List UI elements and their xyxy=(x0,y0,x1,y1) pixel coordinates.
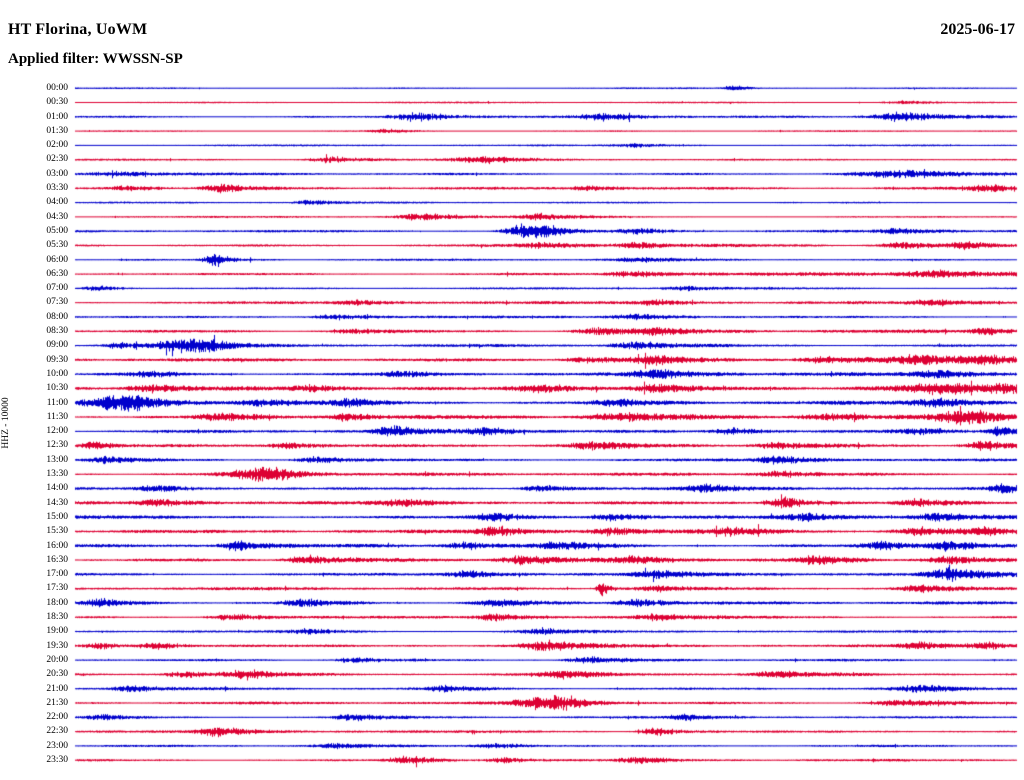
trace-time-label: 03:30 xyxy=(46,183,68,194)
trace-time-label: 07:30 xyxy=(46,297,68,308)
trace-time-label: 03:00 xyxy=(46,168,68,179)
trace-time-label: 06:00 xyxy=(46,254,68,265)
trace-time-label: 23:30 xyxy=(46,755,68,765)
trace-time-label: 15:00 xyxy=(46,511,68,522)
trace-time-label: 09:00 xyxy=(46,340,68,351)
trace-time-label: 18:00 xyxy=(46,597,68,608)
trace-time-label: 19:30 xyxy=(46,640,68,651)
trace-time-label: 04:00 xyxy=(46,197,68,208)
trace-time-label: 22:30 xyxy=(46,726,68,737)
trace-time-label: 01:30 xyxy=(46,125,68,136)
trace-time-label: 18:30 xyxy=(46,612,68,623)
trace-time-label: 10:30 xyxy=(46,383,68,394)
trace-time-label: 17:00 xyxy=(46,569,68,580)
trace-time-label: 21:30 xyxy=(46,697,68,708)
trace-time-label: 04:30 xyxy=(46,211,68,222)
trace-time-label: 16:30 xyxy=(46,554,68,565)
trace-time-label: 13:00 xyxy=(46,454,68,465)
trace-time-label: 02:00 xyxy=(46,140,68,151)
trace-time-label: 01:00 xyxy=(46,111,68,122)
trace-time-label: 16:00 xyxy=(46,540,68,551)
trace-time-label: 08:00 xyxy=(46,311,68,322)
trace-time-label: 22:00 xyxy=(46,712,68,723)
trace-time-label: 05:00 xyxy=(46,225,68,236)
channel-scale-label: HHZ - 10000 xyxy=(1,397,11,449)
trace-time-label: 10:00 xyxy=(46,368,68,379)
trace-time-label: 06:30 xyxy=(46,268,68,279)
trace-time-label: 14:00 xyxy=(46,483,68,494)
trace-time-label: 09:30 xyxy=(46,354,68,365)
trace-time-label: 08:30 xyxy=(46,326,68,337)
trace-time-label: 02:30 xyxy=(46,154,68,165)
trace-time-label: 20:00 xyxy=(46,654,68,665)
trace-time-label: 20:30 xyxy=(46,669,68,680)
station-title: HT Florina, UoWM xyxy=(8,21,148,38)
trace-time-label: 21:00 xyxy=(46,683,68,694)
record-date: 2025-06-17 xyxy=(940,21,1015,38)
applied-filter-label: Applied filter: WWSSN-SP xyxy=(8,51,183,67)
trace-time-label: 15:30 xyxy=(46,526,68,537)
trace-time-label: 17:30 xyxy=(46,583,68,594)
trace-time-label: 12:00 xyxy=(46,426,68,437)
trace-time-label: 19:00 xyxy=(46,626,68,637)
trace-time-label: 07:00 xyxy=(46,283,68,294)
trace-time-label: 11:00 xyxy=(46,397,68,408)
trace-time-label: 12:30 xyxy=(46,440,68,451)
trace-time-label: 05:30 xyxy=(46,240,68,251)
trace-time-label: 13:30 xyxy=(46,469,68,480)
trace-time-label: 00:30 xyxy=(46,97,68,108)
trace-time-label: 11:30 xyxy=(46,411,68,422)
trace-time-label: 14:30 xyxy=(46,497,68,508)
trace-time-label: 00:00 xyxy=(46,83,68,93)
trace-time-label: 23:00 xyxy=(46,740,68,751)
